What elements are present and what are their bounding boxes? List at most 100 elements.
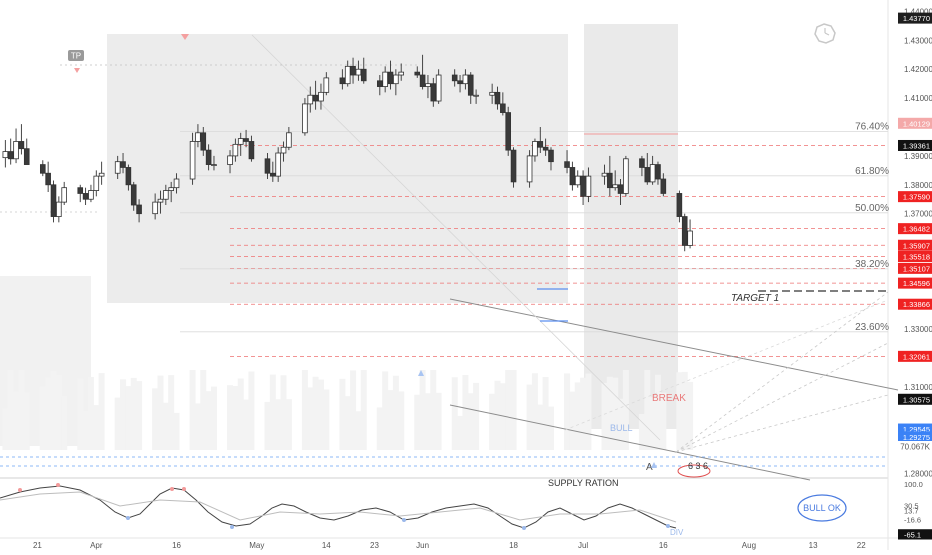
volume-bar xyxy=(681,371,688,450)
time-tick-label: 14 xyxy=(322,541,331,550)
volume-bar xyxy=(82,411,89,450)
channel-lower-line[interactable] xyxy=(449,404,811,481)
price-badge-bg xyxy=(898,250,932,262)
candle-body-down xyxy=(339,77,346,85)
candle-body-up xyxy=(13,141,19,160)
price-badge-bg xyxy=(898,191,932,203)
candle-body-up xyxy=(318,91,324,102)
candle-body-down xyxy=(18,141,25,150)
candle-body-up xyxy=(355,68,362,76)
candle-body-down xyxy=(607,172,613,189)
candle-body-up xyxy=(98,172,105,177)
osc-tick-label: -16.6 xyxy=(904,516,921,525)
volume-bar xyxy=(376,407,383,450)
candle xyxy=(344,60,351,87)
candle-body-up xyxy=(687,230,693,246)
candle-body-down xyxy=(7,151,14,160)
buy-arrow-icon xyxy=(418,370,424,376)
candle xyxy=(537,127,544,154)
candle xyxy=(494,86,501,110)
candle xyxy=(377,75,383,96)
volume-bar xyxy=(564,373,571,450)
price-badge: 1.37590 xyxy=(898,191,932,203)
volume-bar xyxy=(612,377,619,450)
volume-bar xyxy=(537,404,544,450)
tp-tag: TP xyxy=(68,50,84,61)
volume-bar xyxy=(243,399,250,450)
price-tick-label: 1.28000 xyxy=(904,470,932,479)
candle xyxy=(473,89,479,104)
candle xyxy=(350,57,356,84)
volume-bar xyxy=(130,377,137,450)
candle-body-up xyxy=(280,146,287,154)
candle xyxy=(98,161,105,185)
volume-bar xyxy=(77,378,84,450)
candle-body-down xyxy=(500,103,506,113)
candle-body-down xyxy=(681,216,688,246)
candle-body-down xyxy=(676,193,683,217)
price-badge-bg xyxy=(898,393,932,405)
time-tick-label: Jul xyxy=(578,541,588,550)
candle xyxy=(312,80,319,110)
volume-bar xyxy=(200,370,207,450)
candle xyxy=(275,147,281,182)
clock-icon[interactable] xyxy=(814,23,836,44)
candle-body-up xyxy=(56,201,62,217)
candle-body-down xyxy=(457,80,463,85)
candle xyxy=(7,138,14,165)
time-tick-label: 13 xyxy=(809,541,818,550)
price-badge-label: 1.43770 xyxy=(903,14,930,23)
time-tick-label: Aug xyxy=(742,541,756,550)
volume-bar xyxy=(350,370,357,450)
candle-body-up xyxy=(195,132,201,142)
time-tick-label: Jun xyxy=(416,541,429,550)
candle-body-up xyxy=(462,74,469,85)
volume-bar xyxy=(344,396,351,450)
volume-bar xyxy=(489,393,496,450)
price-badge-bg xyxy=(898,431,932,443)
candle xyxy=(462,69,469,90)
price-axis[interactable]: 1.44000 1.43000 1.42000 1.41000 1.39000 1.380… xyxy=(904,7,932,478)
price-badge-label: 1.29275 xyxy=(903,433,930,442)
candle-body-up xyxy=(649,164,656,183)
candle-body-down xyxy=(655,164,661,180)
candle xyxy=(168,181,174,203)
candle xyxy=(120,153,126,174)
candle-body-up xyxy=(612,184,618,189)
volume-bar xyxy=(301,370,308,450)
candle xyxy=(125,164,132,191)
volume-bar xyxy=(13,391,20,450)
candle-body-down xyxy=(430,83,437,102)
osc-tick-label: 30.5 xyxy=(904,501,919,510)
candle-body-down xyxy=(617,184,624,194)
candle-body-up xyxy=(2,151,9,159)
volume-bar xyxy=(601,382,608,450)
candle xyxy=(467,72,474,104)
candle xyxy=(687,219,693,249)
candle xyxy=(45,161,51,193)
volume-bar xyxy=(654,374,661,450)
volume-bar xyxy=(269,374,276,450)
price-tick-label: 1.37000 xyxy=(904,210,932,219)
volume-badge xyxy=(890,441,932,452)
candle-body-up xyxy=(232,143,239,157)
candle xyxy=(264,153,271,180)
volume-bar xyxy=(435,392,442,450)
price-badge: 1.33866 xyxy=(898,298,932,310)
volume-bar xyxy=(430,370,437,450)
volume-bar xyxy=(280,375,287,450)
volume-bar xyxy=(355,411,362,450)
candle-body-up xyxy=(344,65,351,85)
candle-body-down xyxy=(537,141,544,148)
time-axis[interactable]: 21 Apr 16 May 14 23 Jun 18 Jul 16 Aug 13 22 xyxy=(33,541,866,550)
candle xyxy=(655,161,661,185)
channel-upper-line[interactable] xyxy=(449,298,899,391)
candle xyxy=(382,66,388,93)
candle xyxy=(489,83,495,104)
price-badge-bg xyxy=(898,12,932,24)
volume-bar xyxy=(622,370,629,450)
candle xyxy=(50,180,57,223)
candle-body-up xyxy=(163,190,169,200)
